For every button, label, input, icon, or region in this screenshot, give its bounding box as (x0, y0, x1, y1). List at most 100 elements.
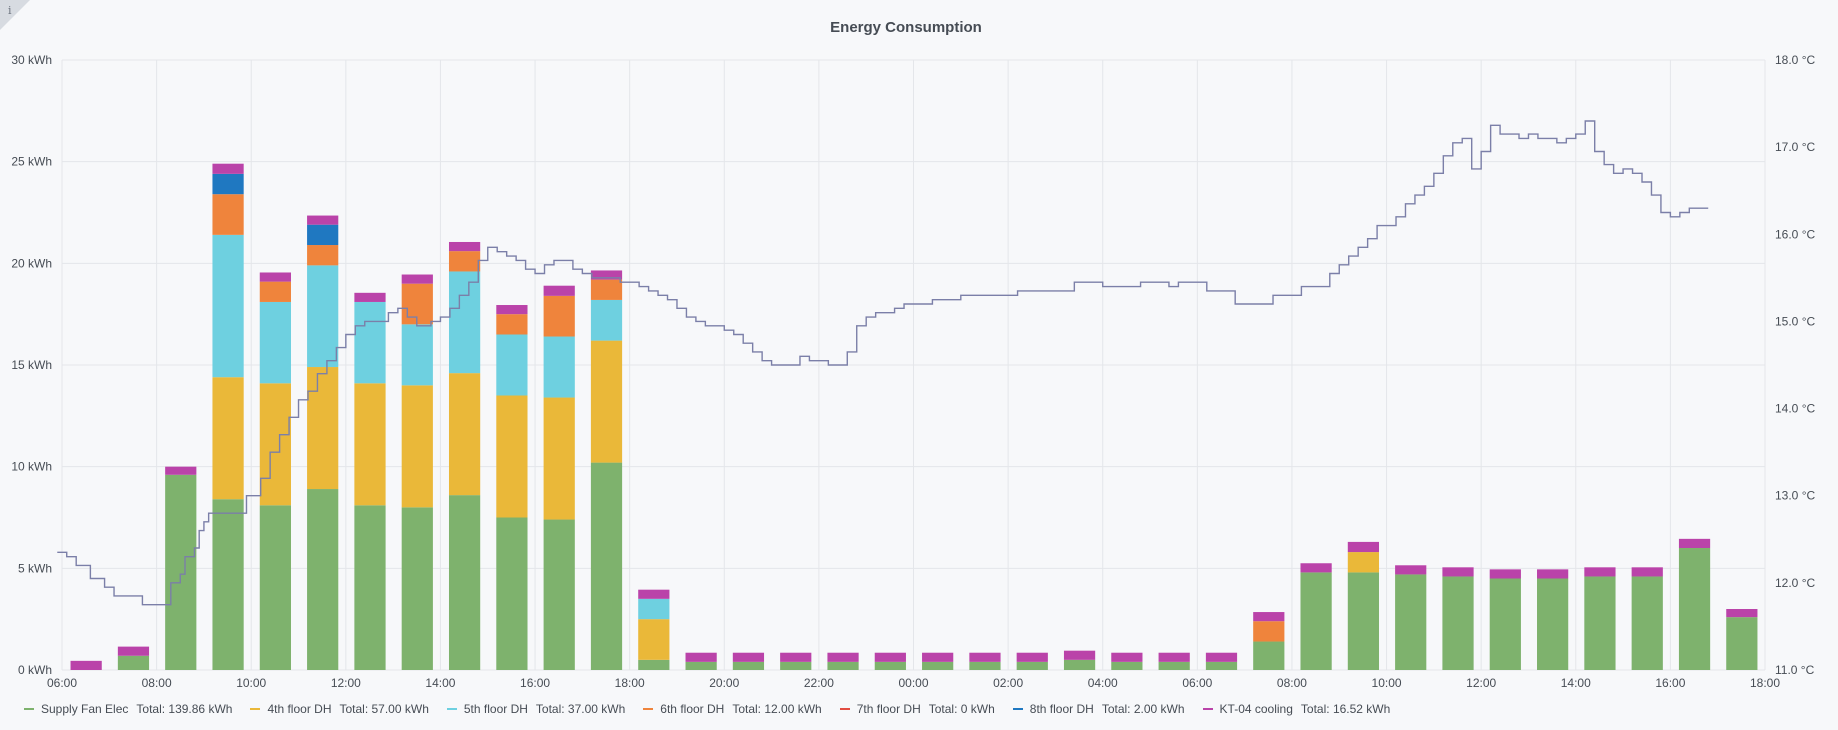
bar-segment (1442, 567, 1474, 577)
bar-segment (307, 224, 339, 246)
bar-segment (590, 299, 623, 341)
bar-segment (1537, 569, 1569, 579)
bar-segment (259, 505, 291, 670)
bar-segment (1631, 567, 1663, 577)
info-corner[interactable] (0, 0, 30, 30)
x-tick-label: 04:00 (1088, 676, 1118, 690)
x-tick-label: 18:00 (615, 676, 645, 690)
bar-segment (1111, 652, 1143, 662)
bar-segment (922, 661, 954, 670)
legend-series-total: Total: 57.00 kWh (339, 702, 429, 716)
bar-segment (1300, 563, 1332, 573)
bar-segment (1537, 578, 1569, 670)
x-tick-label: 12:00 (1466, 676, 1496, 690)
legend-swatch (643, 708, 654, 710)
y-right-tick-label: 18.0 °C (1775, 53, 1815, 67)
bar-segment (638, 619, 670, 660)
y-axis-left: 0 kWh 5 kWh 10 kWh 15 kWh 20 kWh 25 kWh 30 kWh (11, 53, 52, 677)
y-right-tick-label: 16.0 °C (1775, 227, 1815, 241)
bar-segment (590, 340, 623, 463)
bar-segment (1678, 548, 1711, 670)
y-left-tick-label: 5 kWh (18, 561, 52, 575)
bar-segment (1016, 661, 1048, 670)
bar-segment (354, 383, 386, 506)
legend-series-total: Total: 37.00 kWh (535, 702, 626, 716)
bar-segment (590, 270, 623, 280)
x-tick-label: 10:00 (236, 676, 266, 690)
bar-segment (401, 507, 433, 670)
bar-segment (259, 272, 291, 282)
bar-segment (590, 279, 623, 300)
info-icon[interactable]: i (8, 4, 12, 17)
bar-segment (1347, 541, 1380, 553)
legend-item[interactable]: 6th floor DH Total: 12.00 kWh (643, 702, 822, 716)
y-right-tick-label: 15.0 °C (1775, 314, 1815, 328)
legend-series-total: Total: 12.00 kWh (732, 702, 822, 716)
legend-series-name: 5th floor DH (463, 702, 528, 716)
x-tick-label: 20:00 (709, 676, 739, 690)
bar-segment (874, 652, 906, 662)
legend-series-total: Total: 139.86 kWh (136, 702, 233, 716)
bar-segment (1205, 661, 1238, 670)
bar-segment (1726, 617, 1758, 670)
bar-segment (496, 395, 528, 518)
legend-series-total: Total: 16.52 kWh (1300, 702, 1391, 716)
x-tick-label: 22:00 (804, 676, 834, 690)
bar-segment (590, 462, 623, 670)
x-tick-label: 18:00 (1750, 676, 1780, 690)
bar-segment (117, 646, 150, 656)
x-tick-label: 12:00 (331, 676, 361, 690)
bar-segment (827, 661, 859, 670)
bar-segment (496, 314, 528, 335)
bar-segment (732, 652, 765, 662)
y-left-tick-label: 20 kWh (11, 256, 52, 270)
x-tick-label: 08:00 (1277, 676, 1307, 690)
legend-item[interactable]: KT-04 cooling Total: 16.52 kWh (1202, 702, 1391, 716)
bar-segment (401, 324, 433, 386)
y-right-tick-label: 14.0 °C (1775, 402, 1815, 416)
legend-item[interactable]: 8th floor DH Total: 2.00 kWh (1012, 702, 1185, 716)
bar-segment (685, 652, 717, 662)
bar-segment (448, 271, 481, 374)
legend-series-name: KT-04 cooling (1219, 702, 1293, 716)
legend-series-name: 8th floor DH (1029, 702, 1094, 716)
x-tick-label: 10:00 (1372, 676, 1402, 690)
legend-item[interactable]: 4th floor DH Total: 57.00 kWh (250, 702, 429, 716)
bar-segment (543, 336, 575, 398)
bar-segment (1631, 576, 1663, 670)
bar-segment (1253, 612, 1285, 622)
bar-segment (1158, 652, 1190, 662)
y-right-tick-label: 11.0 °C (1775, 663, 1815, 677)
legend-series-name: Supply Fan Elec (41, 702, 129, 716)
bar-segment (401, 385, 433, 508)
bar-segment (496, 305, 528, 315)
legend: Supply Fan Elec Total: 139.86 kWh 4th floo… (24, 701, 1408, 717)
temperature-series-line (57, 120, 1709, 606)
x-tick-label: 00:00 (898, 676, 928, 690)
y-right-tick-label: 12.0 °C (1775, 576, 1815, 590)
legend-series-total: Total: 2.00 kWh (1101, 702, 1185, 716)
x-tick-label: 06:00 (1182, 676, 1212, 690)
bar-segment (1489, 578, 1521, 670)
y-left-tick-label: 30 kWh (11, 53, 52, 67)
bar-segment (1395, 574, 1427, 670)
bar-segment (496, 517, 528, 670)
legend-item[interactable]: Supply Fan Elec Total: 139.86 kWh (24, 702, 232, 716)
bar-segment (1395, 565, 1427, 575)
bar-segment (259, 281, 291, 302)
bar-segment (1347, 572, 1380, 670)
bar-segment (307, 265, 339, 368)
y-left-tick-label: 25 kWh (11, 155, 52, 169)
legend-swatch (24, 708, 34, 710)
legend-item[interactable]: 7th floor DH Total: 0 kWh (839, 702, 995, 716)
bar-segment (638, 598, 670, 620)
x-axis: 06:00 08:00 10:00 12:00 14:00 16:00 18:00 20:00… (47, 676, 1780, 690)
bar-segment (1205, 652, 1238, 662)
legend-item[interactable]: 5th floor DH Total: 37.00 kWh (446, 702, 626, 716)
bar-segment (165, 474, 197, 670)
bar-segment (780, 661, 812, 670)
bar-segment (212, 234, 244, 378)
temperature-line (57, 120, 1709, 606)
legend-series-name: 6th floor DH (660, 702, 725, 716)
